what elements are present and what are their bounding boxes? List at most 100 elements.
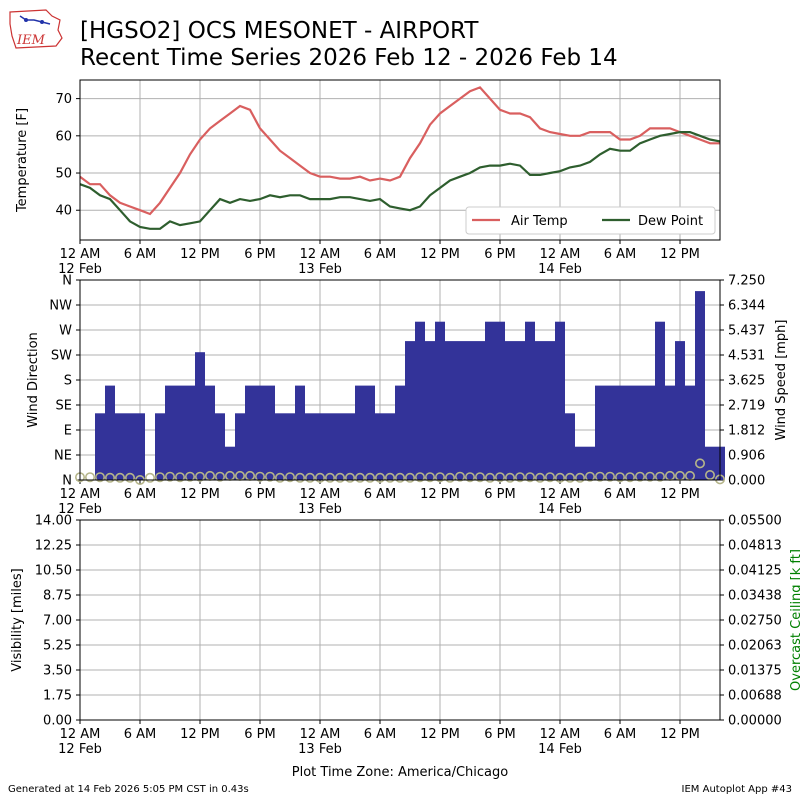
wind-speed-marker	[364, 472, 375, 483]
x-tick-label: 6 PM	[484, 727, 515, 742]
wind-speed-marker	[404, 472, 415, 483]
wind-speed-marker	[604, 471, 615, 482]
wind-direction-bar	[325, 413, 335, 480]
wind-speed-marker	[704, 469, 715, 480]
wind-speed-marker	[384, 472, 395, 483]
y-tick-label: 10.50	[35, 564, 72, 579]
wind-direction-bar	[335, 413, 345, 480]
x-tick-label: 12 AM	[540, 487, 581, 502]
wind-speed-marker	[165, 471, 176, 482]
wind-direction-bar	[315, 413, 325, 480]
wind-speed-marker	[175, 472, 186, 483]
x-tick-label: 12 AM	[300, 487, 341, 502]
wind-speed-marker	[145, 472, 156, 483]
x-tick-label: 6 AM	[124, 727, 157, 742]
wind-direction-bar	[415, 321, 425, 480]
wind-speed-marker	[634, 471, 645, 482]
wind-direction-bar	[675, 341, 685, 480]
wind-speed-marker	[105, 472, 116, 483]
x-tick-sublabel: 13 Feb	[298, 502, 342, 517]
wind-direction-bar	[125, 413, 135, 480]
footer-app: IEM Autoplot App #43	[681, 784, 792, 795]
x-tick-label: 12 PM	[420, 487, 460, 502]
y2-tick-label: 0.03438	[728, 589, 782, 604]
wind-speed-marker	[554, 472, 565, 483]
wind-speed-marker	[584, 471, 595, 482]
wind-speed-marker	[534, 472, 545, 483]
y-axis-label: Wind Direction	[26, 332, 41, 428]
wind-speed-marker	[95, 472, 106, 483]
y-tick-label: N	[62, 474, 72, 489]
x-tick-label: 6 AM	[124, 487, 157, 502]
y-tick-label: 14.00	[35, 514, 72, 529]
plot-frame	[79, 79, 721, 241]
x-tick-label: 12 AM	[60, 727, 101, 742]
wind-speed-marker	[644, 471, 655, 482]
wind-speed-marker	[574, 472, 585, 483]
wind-direction-bar	[645, 385, 655, 480]
wind-direction-bar	[595, 385, 605, 480]
wind-speed-marker	[694, 458, 705, 469]
wind-speed-marker	[454, 471, 465, 482]
wind-speed-marker	[654, 471, 665, 482]
wind-speed-marker	[504, 472, 515, 483]
wind-direction-bar	[695, 291, 705, 480]
wind-speed-marker	[215, 471, 226, 482]
wind-speed-marker	[444, 472, 455, 483]
wind-direction-bar	[425, 341, 435, 480]
wind-direction-bar	[465, 341, 475, 480]
wind-direction-bar	[155, 413, 165, 480]
wind-direction-bar	[175, 385, 185, 480]
y-tick-label: 40	[55, 204, 72, 219]
y-tick-label: SE	[56, 399, 72, 414]
y2-tick-label: 0.01375	[728, 664, 782, 679]
x-tick-sublabel: 13 Feb	[298, 262, 342, 277]
x-tick-sublabel: 12 Feb	[58, 742, 102, 757]
wind-direction-bar	[195, 352, 205, 480]
y-tick-label: NW	[49, 299, 72, 314]
wind-speed-marker	[125, 472, 136, 483]
y2-tick-label: 1.812	[728, 424, 765, 439]
wind-direction-bar	[495, 321, 505, 480]
wind-speed-marker	[544, 472, 555, 483]
wind-speed-marker	[304, 472, 315, 483]
wind-direction-bar	[115, 413, 125, 480]
wind-speed-marker	[484, 472, 495, 483]
plot-frame	[79, 519, 721, 721]
wind-speed-marker	[494, 472, 505, 483]
wind-speed-marker	[85, 472, 96, 483]
x-tick-label: 6 PM	[244, 487, 275, 502]
wind-direction-bar	[265, 385, 275, 480]
wind-speed-marker	[414, 472, 425, 483]
y2-axis-label: Wind Speed [mph]	[774, 320, 789, 441]
wind-direction-bar	[535, 341, 545, 480]
y2-tick-label: 4.531	[728, 349, 765, 364]
y2-tick-label: 5.437	[728, 324, 765, 339]
wind-direction-bar	[615, 385, 625, 480]
wind-speed-marker	[195, 471, 206, 482]
wind-speed-marker	[594, 471, 605, 482]
x-tick-label: 12 PM	[420, 727, 460, 742]
wind-direction-bar	[235, 413, 245, 480]
y2-tick-label: 0.04813	[728, 539, 782, 554]
wind-direction-bar	[225, 446, 235, 480]
wind-direction-bar	[375, 413, 385, 480]
y2-axis-label: Overcast Ceiling [k ft]	[789, 549, 800, 691]
wind-direction-bar	[275, 413, 285, 480]
y2-tick-label: 0.02750	[728, 614, 782, 629]
wind-direction-bar	[515, 341, 525, 480]
logo-text: IEM	[16, 33, 46, 48]
y2-tick-label: 3.625	[728, 374, 765, 389]
y2-tick-label: 0.00688	[728, 689, 782, 704]
y-tick-label: 70	[55, 92, 72, 107]
x-tick-label: 12 AM	[300, 727, 341, 742]
x-tick-label: 6 PM	[484, 247, 515, 262]
x-tick-sublabel: 14 Feb	[538, 262, 582, 277]
wind-direction-bar	[165, 385, 175, 480]
y-tick-label: 3.50	[43, 664, 72, 679]
wind-speed-marker	[514, 472, 525, 483]
x-tick-label: 6 AM	[364, 247, 397, 262]
